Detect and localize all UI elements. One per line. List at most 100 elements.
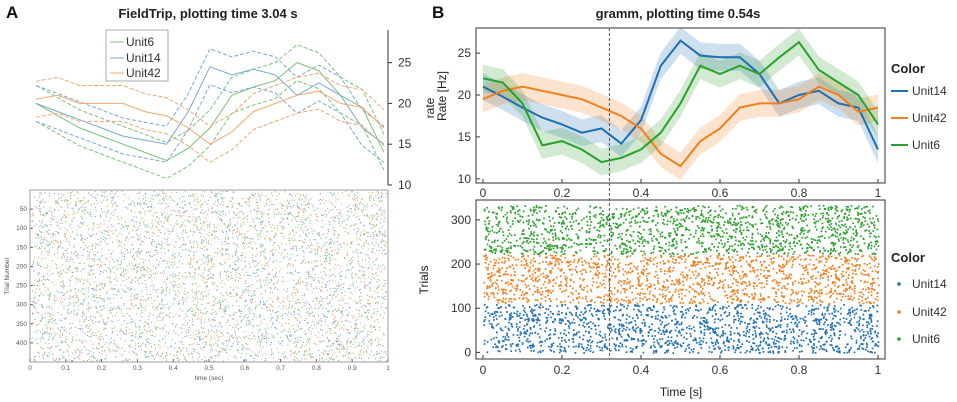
panel-a-spike-unit6 [214,238,216,240]
panel-a-spike-unit14 [272,353,274,355]
panel-a-spike-unit14 [306,288,308,290]
panel-a-spike-unit14 [326,261,328,263]
panel-a-spike-unit6 [203,296,205,298]
panel-a-spike-unit6 [144,211,146,213]
panel-a-spike-unit14 [109,348,111,350]
panel-a-spike-unit6 [352,343,354,345]
panel-a-spike-unit14 [156,259,158,261]
panel-a-spike-unit14 [144,259,146,261]
panel-a-spike-unit6 [197,244,199,246]
panel-a-spike-unit6 [157,288,159,290]
panel-a-spike-unit42 [276,282,278,284]
panel-a-spike-unit14 [145,356,147,358]
panel-a-spike-unit42 [291,219,293,221]
panel-a-spike-unit6 [182,275,184,277]
panel-a-spike-unit14 [326,353,328,355]
panel-a-spike-unit6 [228,224,230,226]
panel-a-spike-unit42 [116,312,118,314]
panel-a-spike-unit6 [125,268,127,270]
panel-a-spike-unit42 [135,345,137,347]
panel-a-spike-unit42 [302,229,304,231]
panel-a-spike-unit42 [221,350,223,352]
panel-a-spike-unit14 [282,205,284,207]
panel-a-spike-unit14 [62,269,64,271]
panel-a-spike-unit14 [43,276,45,278]
panel-a-spike-unit42 [249,349,251,351]
panel-a-spike-unit6 [343,348,345,350]
panel-a-spike-unit6 [113,211,115,213]
panel-a-spike-unit42 [159,230,161,232]
panel-a-spike-unit14 [193,251,195,253]
panel-a-spike-unit14 [123,304,125,306]
panel-a-spike-unit14 [316,265,318,267]
panel-a-spike-unit14 [92,352,94,354]
panel-a-spike-unit6 [274,227,276,229]
panel-a-spike-unit14 [291,195,293,197]
panel-a-spike-unit42 [144,299,146,301]
panel-a-spike-unit42 [318,340,320,342]
panel-a-spike-unit42 [180,216,182,218]
panel-a-spike-unit42 [83,321,85,323]
panel-a-spike-unit6 [120,252,122,254]
panel-a-spike-unit14 [381,226,383,228]
panel-a-spike-unit6 [377,311,379,313]
panel-a-spike-unit42 [380,213,382,215]
panel-a-spike-unit14 [121,288,123,290]
panel-a-spike-unit6 [48,229,50,231]
panel-a-spike-unit42 [244,247,246,249]
panel-a-spike-unit42 [381,199,383,201]
panel-a-spike-unit42 [280,221,282,223]
panel-a-spike-unit42 [157,194,159,196]
panel-a-spike-unit42 [161,246,163,248]
panel-a-spike-unit42 [81,288,83,290]
panel-a-spike-unit6 [113,297,115,299]
panel-a-spike-unit6 [83,242,85,244]
panel-a-spike-unit42 [190,231,192,233]
panel-a-spike-unit6 [383,334,385,336]
panel-a-spike-unit14 [203,222,205,224]
panel-a-spike-unit14 [363,343,365,345]
panel-a-spike-unit6 [351,241,353,243]
panel-a-spike-unit6 [253,314,255,316]
panel-a-spike-unit14 [257,335,259,337]
panel-a-spike-unit6 [145,269,147,271]
panel-a-spike-unit42 [257,235,259,237]
panel-a-spike-unit6 [110,269,112,271]
panel-a-spike-unit14 [62,264,64,266]
panel-a-spike-unit14 [313,230,315,232]
panel-a-spike-unit42 [357,286,359,288]
panel-a-spike-unit6 [152,232,154,234]
panel-a-spike-unit6 [241,344,243,346]
panel-a-spike-unit42 [137,308,139,310]
panel-a-spike-unit42 [166,303,168,305]
panel-a-spike-unit42 [334,205,336,207]
panel-a-spike-unit6 [67,305,69,307]
panel-a-spike-unit14 [376,235,378,237]
panel-a-spike-unit14 [287,337,289,339]
panel-a-spike-unit6 [188,195,190,197]
panel-a-spike-unit42 [315,214,317,216]
panel-a-spike-unit14 [97,251,99,253]
panel-a-spike-unit14 [232,268,234,270]
panel-a-unit14-lower-bound [35,84,385,163]
panel-a-spike-unit42 [44,317,46,319]
panel-a-spike-unit6 [330,201,332,203]
panel-a-spike-unit14 [96,243,98,245]
panel-a-spike-unit14 [189,242,191,244]
panel-a-spike-unit6 [246,271,248,273]
panel-a-spike-unit6 [296,344,298,346]
panel-a-spike-unit42 [237,259,239,261]
panel-a-spike-unit6 [273,260,275,262]
panel-a-spike-unit14 [172,276,174,278]
panel-a-spike-unit14 [377,265,379,267]
panel-a-spike-unit14 [252,325,254,327]
panel-a-spike-unit14 [294,270,296,272]
panel-a-spike-unit14 [50,207,52,209]
panel-a-spike-unit14 [382,249,384,251]
panel-a-spike-unit42 [197,273,199,275]
panel-a-spike-unit6 [217,345,219,347]
panel-a-spike-unit6 [220,271,222,273]
panel-a-spike-unit14 [220,211,222,213]
panel-a-spike-unit14 [361,266,363,268]
panel-a-spike-unit42 [86,349,88,351]
